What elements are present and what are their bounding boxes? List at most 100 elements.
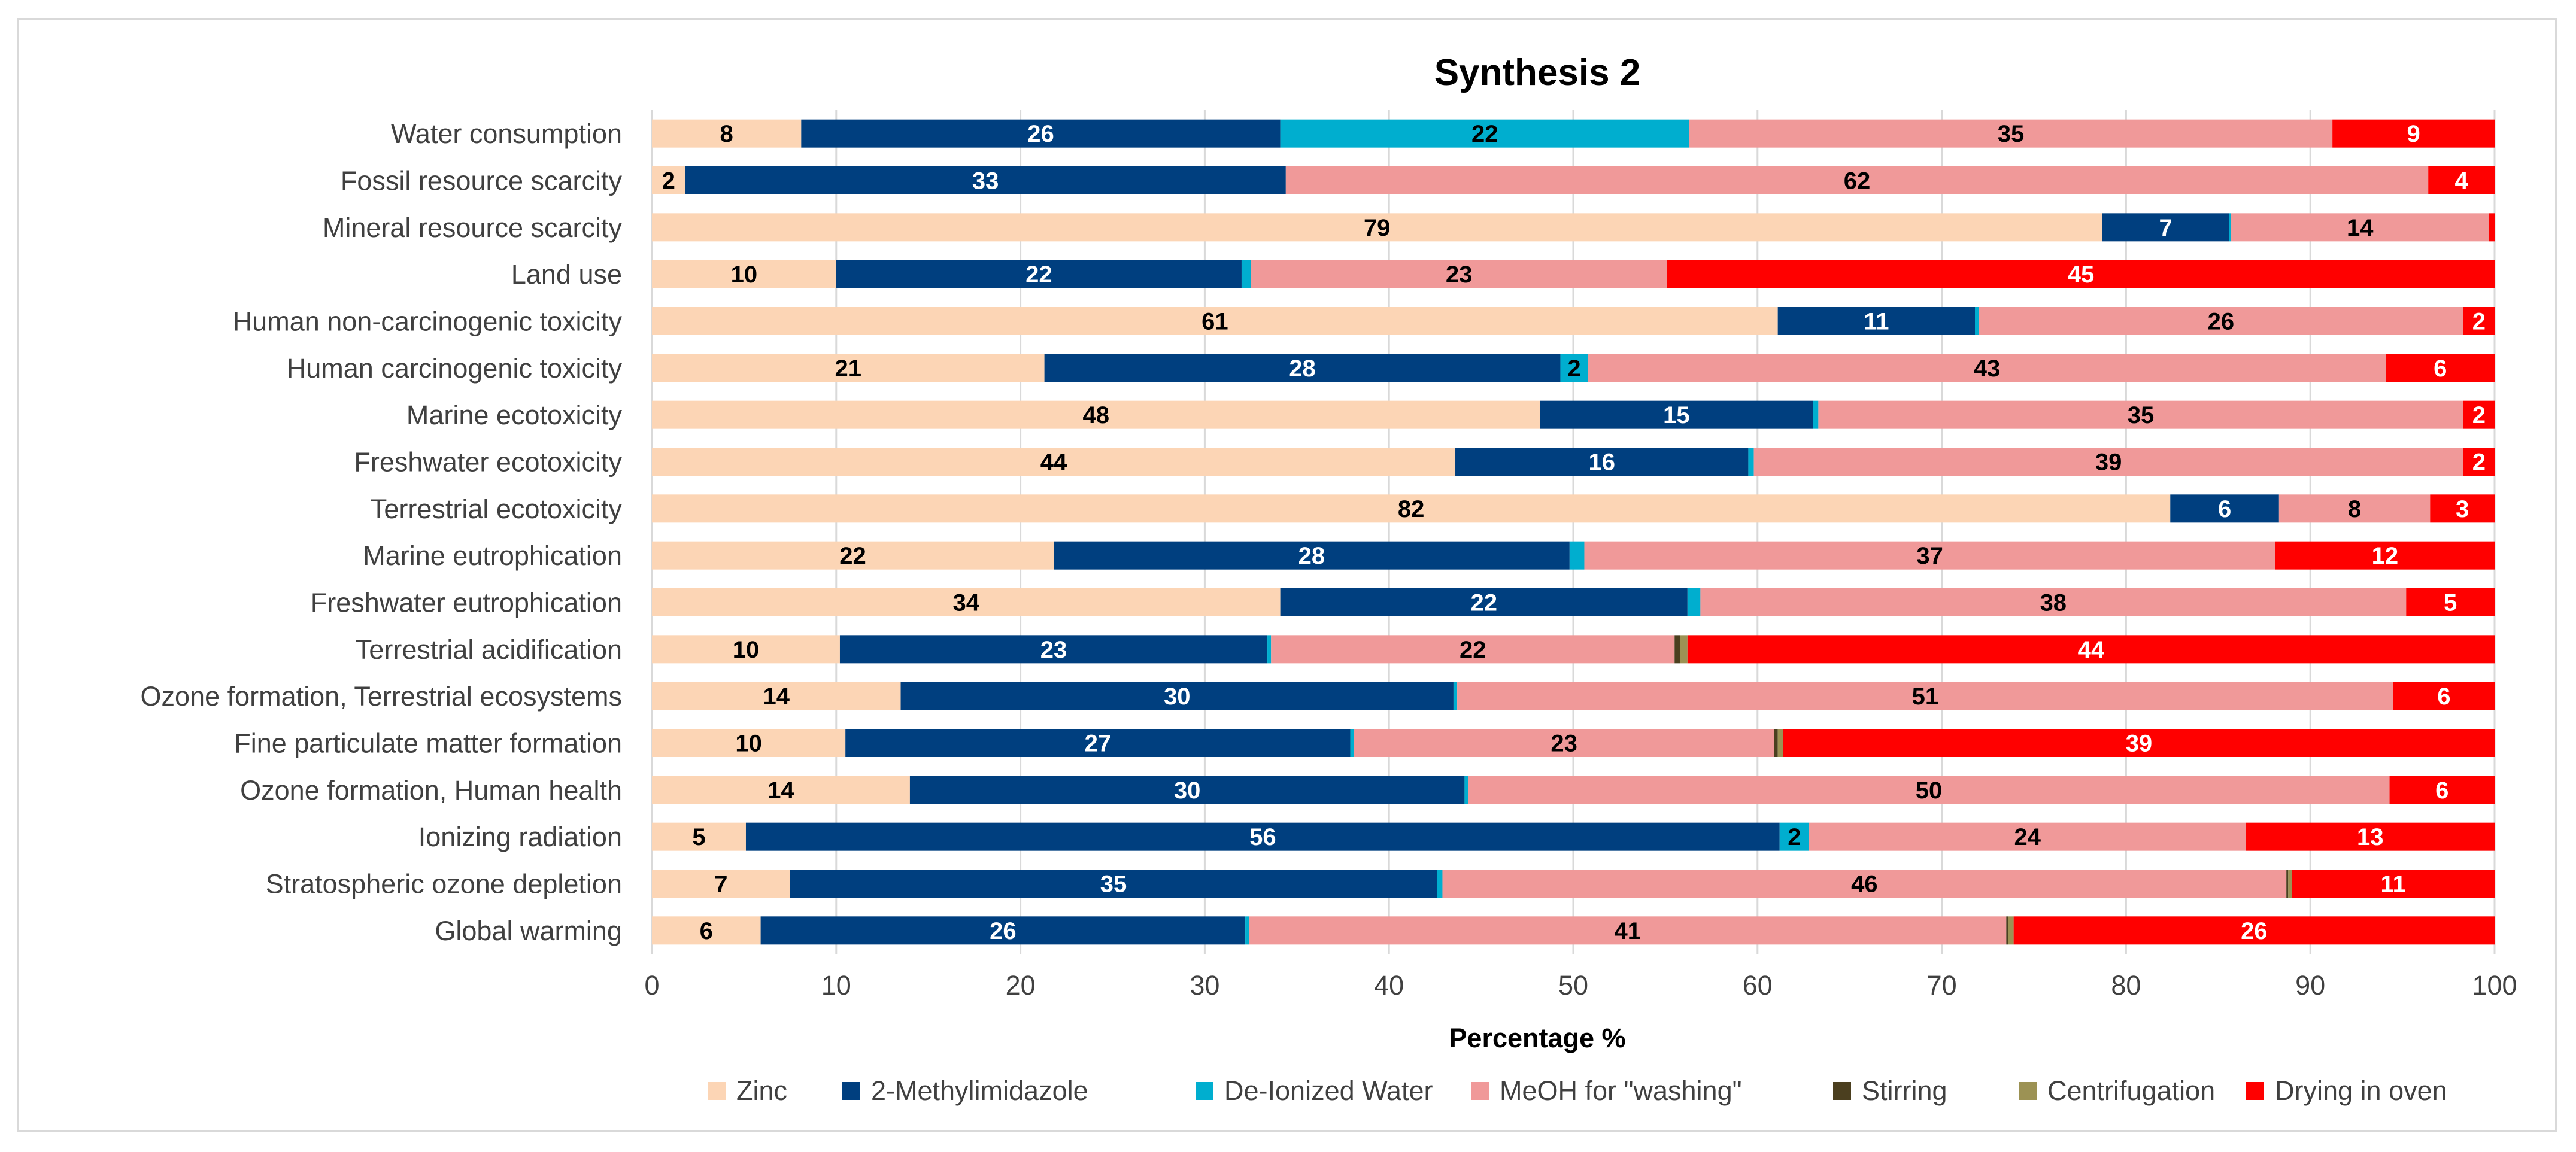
bar-segment <box>2246 822 2495 851</box>
bar-segment <box>652 494 2171 523</box>
data-label: 2 <box>2472 449 2486 476</box>
data-label: 14 <box>767 777 794 804</box>
bar-segment <box>652 400 1540 429</box>
bar-segment <box>1753 448 2463 476</box>
x-tick-label: 20 <box>1006 970 1036 1001</box>
bar-segment <box>1054 541 1570 570</box>
bar-segment <box>2278 494 2431 523</box>
bar-segment <box>652 213 2102 242</box>
data-label: 12 <box>2372 543 2399 569</box>
bar-segment <box>2406 588 2495 616</box>
data-label: 8 <box>2348 496 2361 522</box>
x-tick-label: 30 <box>1190 970 1219 1001</box>
legend-swatch <box>1833 1082 1851 1100</box>
category-label: Human non-carcinogenic toxicity <box>233 306 623 337</box>
legend-label: Drying in oven <box>2275 1075 2447 1106</box>
category-label: Marine ecotoxicity <box>406 400 623 430</box>
bar-segment <box>1464 776 1468 804</box>
category-label: Marine eutrophication <box>363 540 622 571</box>
bar-segment <box>2275 541 2495 570</box>
bar-segment <box>652 448 1456 476</box>
category-label: Fossil resource scarcity <box>341 166 623 196</box>
data-label: 44 <box>1040 449 1067 476</box>
data-label: 35 <box>1100 871 1127 898</box>
data-label: 22 <box>1025 262 1052 288</box>
x-tick-label: 80 <box>2111 970 2141 1001</box>
bar-segment <box>2430 494 2495 523</box>
bar-segment <box>652 541 1054 570</box>
bar-segment <box>1354 729 1774 757</box>
bar-segment <box>1540 400 1813 429</box>
category-label: Ionizing radiation <box>418 822 622 852</box>
bar-segment <box>2229 213 2231 242</box>
x-tick-label: 70 <box>1927 970 1957 1001</box>
data-label: 6 <box>2434 355 2447 382</box>
bar-segment <box>652 822 746 851</box>
data-label: 10 <box>735 731 762 757</box>
category-label: Freshwater ecotoxicity <box>354 447 622 478</box>
bar-segment <box>652 166 685 194</box>
bar-segment <box>1748 448 1754 476</box>
x-tick-label: 0 <box>644 970 659 1001</box>
bar-segment <box>652 682 901 710</box>
data-label: 16 <box>1588 449 1615 476</box>
bar-segment <box>1809 822 2246 851</box>
bar-segment <box>1777 729 1783 757</box>
data-label: 30 <box>1164 683 1191 710</box>
category-label: Mineral resource scarcity <box>323 212 623 243</box>
bar-segment <box>1584 541 2275 570</box>
data-label: 46 <box>1851 871 1878 898</box>
bar-segment <box>1271 635 1675 664</box>
data-label: 7 <box>714 871 727 898</box>
x-tick-label: 50 <box>1558 970 1588 1001</box>
bar-segment <box>1249 916 2007 945</box>
bar-segment <box>2463 400 2495 429</box>
bar-segment <box>909 776 1465 804</box>
category-label: Human carcinogenic toxicity <box>287 353 623 384</box>
category-label: Terrestrial ecotoxicity <box>371 494 623 524</box>
data-label: 21 <box>835 355 862 382</box>
x-axis-title: Percentage % <box>1449 1023 1625 1053</box>
data-label: 10 <box>733 637 760 663</box>
bar-segment <box>2288 870 2292 898</box>
data-label: 24 <box>2014 824 2041 850</box>
bar-segment <box>2170 494 2279 523</box>
data-label: 5 <box>692 824 705 850</box>
legend-swatch <box>2246 1082 2264 1100</box>
bar-segment <box>1569 541 1585 570</box>
bar-segment <box>1442 870 2287 898</box>
bar-segment <box>652 119 802 148</box>
bar-segment <box>1457 682 2393 710</box>
data-label: 56 <box>1249 824 1276 850</box>
legend-swatch <box>708 1082 726 1100</box>
bar-segment <box>2332 119 2495 148</box>
category-label: Ozone formation, Terrestrial ecosystems <box>141 681 622 712</box>
legend-swatch <box>842 1082 860 1100</box>
category-label: Freshwater eutrophication <box>311 588 622 618</box>
bar-segment <box>845 729 1351 757</box>
data-label: 82 <box>1398 496 1425 522</box>
data-label: 2 <box>2472 402 2486 428</box>
category-label: Water consumption <box>391 118 622 149</box>
bar-segment <box>2006 916 2008 945</box>
bar-segment <box>2231 213 2489 242</box>
data-label: 50 <box>1916 777 1943 804</box>
bar-segment <box>801 119 1281 148</box>
category-label: Stratospheric ozone depletion <box>266 869 622 899</box>
data-label: 35 <box>2128 402 2155 428</box>
category-label: Global warming <box>435 916 622 946</box>
bar-segment <box>1818 400 2463 429</box>
chart-title: Synthesis 2 <box>1434 52 1641 93</box>
bar-segment <box>1350 729 1354 757</box>
bar-segment <box>2286 870 2289 898</box>
bar-segment <box>839 635 1268 664</box>
data-label: 37 <box>1916 543 1943 569</box>
bar-segment <box>1687 635 2495 664</box>
bar-segment <box>2489 213 2495 242</box>
bar-segment <box>900 682 1454 710</box>
data-label: 33 <box>972 168 999 194</box>
data-label: 51 <box>1912 683 1939 710</box>
bar-segment <box>1588 354 2386 382</box>
data-label: 26 <box>1027 121 1054 147</box>
data-label: 62 <box>1844 168 1871 194</box>
